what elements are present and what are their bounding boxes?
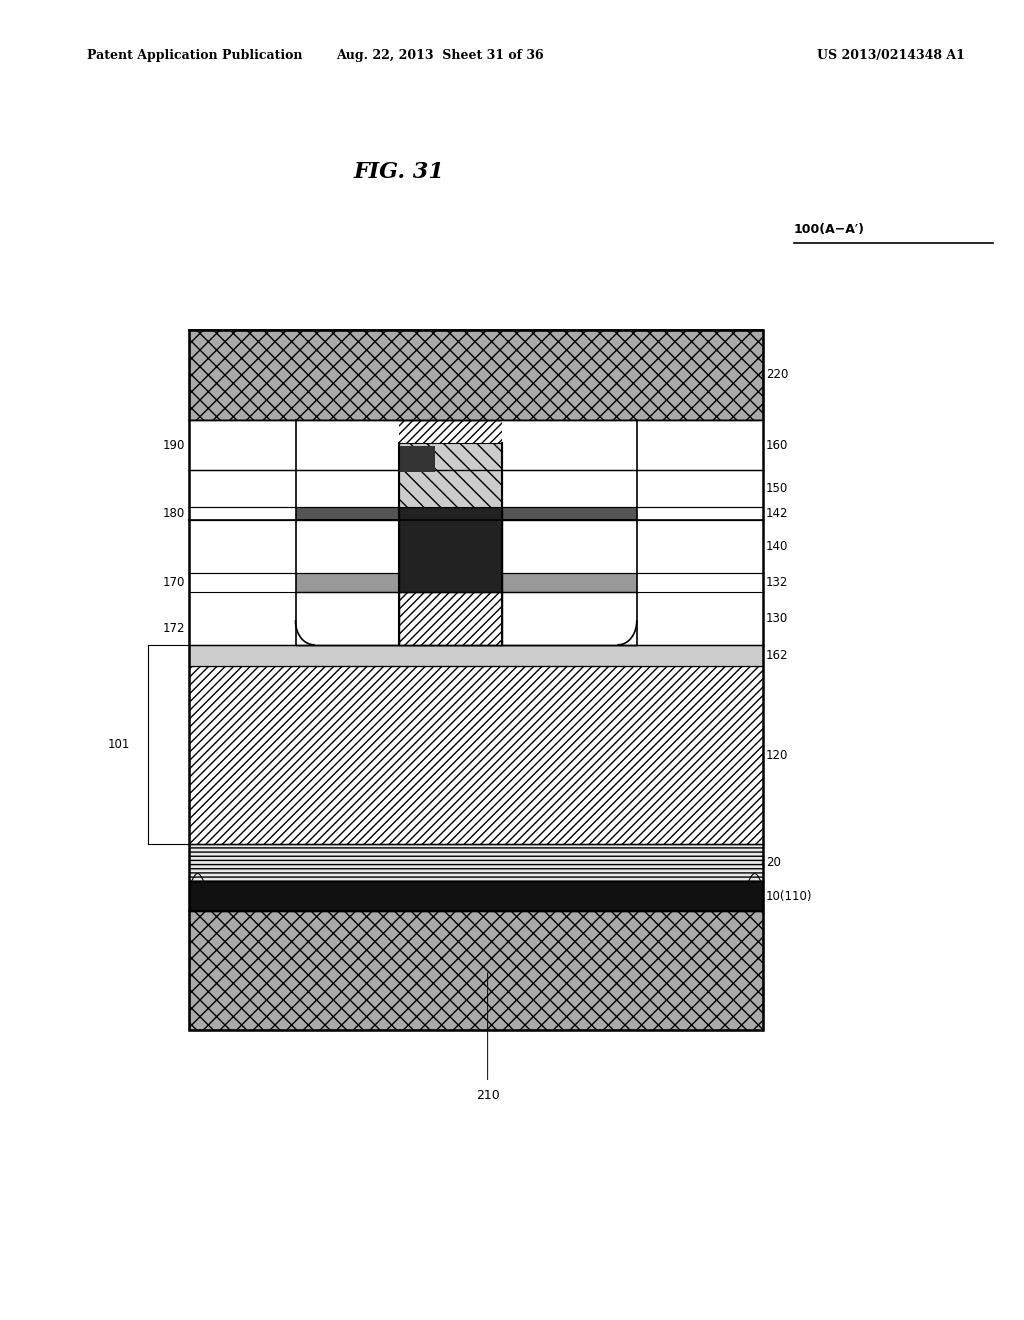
Text: Aug. 22, 2013  Sheet 31 of 36: Aug. 22, 2013 Sheet 31 of 36 bbox=[337, 49, 544, 62]
Bar bbox=[296, 420, 398, 470]
Bar bbox=[637, 644, 763, 665]
Bar bbox=[296, 470, 398, 507]
Text: 140: 140 bbox=[766, 540, 788, 553]
Text: 10(110): 10(110) bbox=[766, 890, 812, 903]
Bar bbox=[637, 573, 763, 591]
Bar bbox=[296, 507, 637, 520]
Text: 101: 101 bbox=[108, 738, 130, 751]
Bar bbox=[502, 591, 637, 644]
Text: 170: 170 bbox=[163, 576, 185, 589]
Bar bbox=[189, 470, 763, 507]
Bar bbox=[296, 591, 637, 644]
Text: 160: 160 bbox=[766, 438, 788, 451]
Text: FIG. 31: FIG. 31 bbox=[354, 161, 444, 182]
Bar bbox=[189, 573, 296, 591]
Bar bbox=[189, 644, 296, 665]
Bar bbox=[502, 520, 637, 573]
Text: US 2013/0214348 A1: US 2013/0214348 A1 bbox=[817, 49, 965, 62]
Bar bbox=[189, 644, 763, 665]
Bar bbox=[189, 330, 763, 1030]
Text: 180: 180 bbox=[163, 507, 185, 520]
Bar bbox=[296, 573, 637, 591]
Text: Patent Application Publication: Patent Application Publication bbox=[87, 49, 302, 62]
Text: 142: 142 bbox=[766, 507, 788, 520]
Text: 162: 162 bbox=[766, 649, 788, 661]
Bar bbox=[189, 420, 763, 470]
Bar bbox=[189, 330, 763, 420]
Text: 190: 190 bbox=[163, 438, 185, 451]
Bar bbox=[189, 420, 296, 644]
Bar bbox=[189, 665, 763, 845]
Bar bbox=[502, 470, 637, 507]
Bar bbox=[189, 591, 763, 644]
Bar bbox=[189, 845, 763, 882]
Bar bbox=[398, 446, 435, 471]
Bar bbox=[398, 507, 502, 591]
Text: 132: 132 bbox=[766, 576, 788, 589]
Bar bbox=[637, 420, 763, 644]
Text: 130: 130 bbox=[766, 611, 788, 624]
Text: 150: 150 bbox=[766, 482, 788, 495]
Text: 100(A−A′): 100(A−A′) bbox=[794, 223, 864, 236]
Bar bbox=[189, 911, 763, 1030]
Text: 220: 220 bbox=[766, 368, 788, 381]
Text: 210: 210 bbox=[476, 1089, 500, 1102]
Text: 172: 172 bbox=[163, 623, 185, 635]
Bar bbox=[296, 520, 398, 573]
Text: 120: 120 bbox=[766, 748, 788, 762]
Bar bbox=[189, 507, 296, 520]
Bar bbox=[296, 470, 637, 644]
Text: 20: 20 bbox=[766, 857, 781, 870]
Bar bbox=[637, 507, 763, 520]
Bar bbox=[189, 882, 763, 911]
Bar bbox=[398, 591, 502, 644]
Bar bbox=[296, 591, 398, 644]
Bar bbox=[502, 420, 637, 470]
Bar bbox=[398, 442, 502, 507]
Bar bbox=[189, 520, 763, 573]
Bar bbox=[189, 573, 763, 591]
Bar bbox=[189, 507, 763, 520]
